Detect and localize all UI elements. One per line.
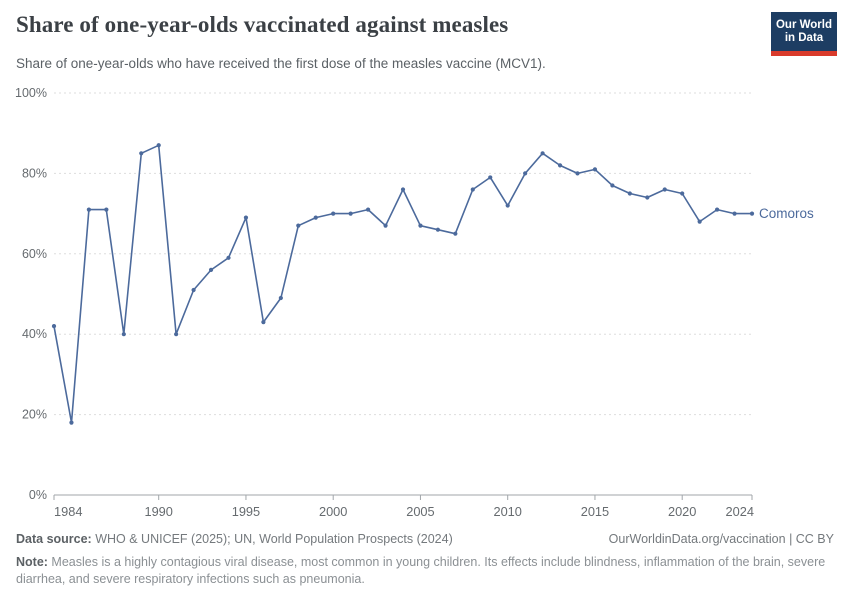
data-point[interactable] [348,211,353,216]
data-source-label: Data source: [16,532,92,546]
data-point[interactable] [174,332,179,337]
owid-logo-line1: Our World [775,18,832,31]
page-title: Share of one-year-olds vaccinated agains… [16,12,509,37]
data-point[interactable] [139,151,144,156]
data-point[interactable] [331,211,336,216]
data-point[interactable] [575,171,580,176]
data-point[interactable] [610,183,615,188]
chart-line[interactable] [53,144,752,424]
data-point[interactable] [697,219,702,224]
data-point[interactable] [645,195,650,200]
data-point[interactable] [470,187,475,192]
data-point[interactable] [261,320,266,325]
chart-note: Note: Measles is a highly contagious vir… [16,554,834,588]
note-label: Note: [16,555,48,569]
data-point[interactable] [400,187,406,192]
data-point[interactable] [208,267,214,272]
data-point[interactable] [488,175,493,180]
data-point[interactable] [226,255,231,260]
y-tick-label: 20% [22,408,47,422]
x-tick-label: 1984 [54,504,82,519]
data-point[interactable] [680,191,685,196]
data-point[interactable] [662,187,667,192]
data-point[interactable] [418,223,423,228]
data-point[interactable] [86,207,91,212]
data-point[interactable] [540,151,545,156]
data-point[interactable] [191,287,196,293]
y-tick-label: 60% [22,247,47,261]
x-tick-label: 1990 [144,504,172,519]
data-point[interactable] [749,211,755,216]
y-tick-label: 80% [22,166,47,180]
chart-subtitle: Share of one-year-olds who have received… [16,56,546,71]
data-point[interactable] [104,207,109,212]
data-point[interactable] [557,163,563,168]
data-point[interactable] [243,215,249,220]
x-tick-label: 1995 [232,504,260,519]
chart-footer: Data source: WHO & UNICEF (2025); UN, Wo… [16,531,834,588]
data-point[interactable] [435,227,440,232]
x-tick-label: 2000 [319,504,347,519]
data-point[interactable] [313,215,318,220]
owid-logo-redbar [771,51,837,56]
y-tick-label: 100% [15,86,47,100]
data-point[interactable] [51,324,57,329]
owid-logo-text: Our World in Data [771,12,837,51]
x-tick-label: 2024 [726,504,754,519]
data-point[interactable] [156,143,161,148]
y-tick-label: 0% [29,488,47,502]
series-end-label[interactable]: Comoros [759,206,814,221]
citation-link[interactable]: OurWorldinData.org/vaccination | CC BY [608,532,834,546]
data-source-text: WHO & UNICEF (2025); UN, World Populatio… [91,532,453,546]
x-tick-label: 2020 [668,504,696,519]
x-tick-label: 2010 [493,504,521,519]
data-point[interactable] [523,171,528,176]
data-point[interactable] [505,203,510,208]
x-tick-label: 2005 [406,504,434,519]
line-chart[interactable]: 0% 20% 40% 60% 80% 100% 1984 1990 1995 2000 2005 20… [0,80,850,528]
x-tick-label: 2015 [581,504,609,519]
data-point[interactable] [715,207,720,212]
owid-logo: Our World in Data [771,12,837,56]
data-point[interactable] [69,420,74,425]
data-point[interactable] [296,223,301,228]
data-point[interactable] [121,332,126,337]
owid-logo-line2: in Data [784,31,824,44]
data-point[interactable] [278,295,283,301]
note-body: Measles is a highly contagious viral dis… [16,555,826,586]
data-point[interactable] [383,223,388,228]
data-source: Data source: WHO & UNICEF (2025); UN, Wo… [16,531,453,548]
y-tick-label: 40% [22,327,47,341]
data-point[interactable] [627,191,632,196]
data-point[interactable] [732,211,737,216]
data-point[interactable] [453,231,458,236]
data-point[interactable] [366,207,371,212]
data-point[interactable] [592,167,598,172]
